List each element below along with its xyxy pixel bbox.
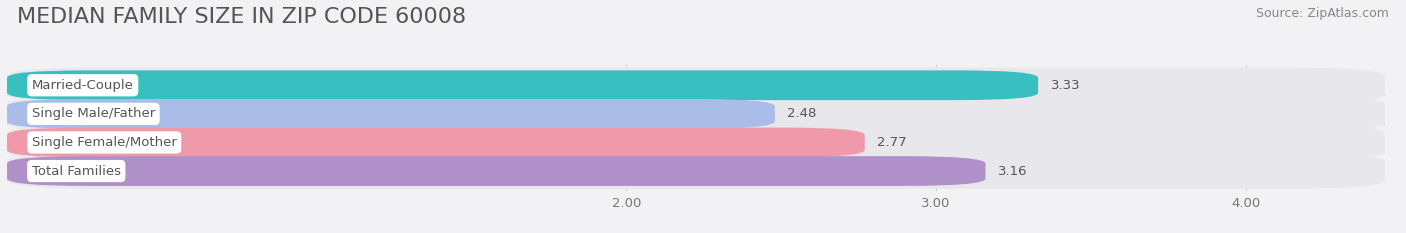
Text: Married-Couple: Married-Couple	[32, 79, 134, 92]
Text: 3.16: 3.16	[998, 164, 1028, 178]
FancyBboxPatch shape	[7, 125, 1385, 160]
Text: 3.33: 3.33	[1050, 79, 1080, 92]
FancyBboxPatch shape	[7, 128, 865, 157]
FancyBboxPatch shape	[7, 156, 986, 186]
FancyBboxPatch shape	[7, 68, 1385, 103]
Text: 2.48: 2.48	[787, 107, 817, 120]
FancyBboxPatch shape	[7, 70, 1038, 100]
FancyBboxPatch shape	[7, 153, 1385, 189]
Text: Single Male/Father: Single Male/Father	[32, 107, 155, 120]
Text: MEDIAN FAMILY SIZE IN ZIP CODE 60008: MEDIAN FAMILY SIZE IN ZIP CODE 60008	[17, 7, 465, 27]
FancyBboxPatch shape	[7, 99, 775, 129]
Text: Single Female/Mother: Single Female/Mother	[32, 136, 177, 149]
Text: Source: ZipAtlas.com: Source: ZipAtlas.com	[1256, 7, 1389, 20]
Text: Total Families: Total Families	[32, 164, 121, 178]
Text: 2.77: 2.77	[877, 136, 907, 149]
FancyBboxPatch shape	[7, 96, 1385, 132]
